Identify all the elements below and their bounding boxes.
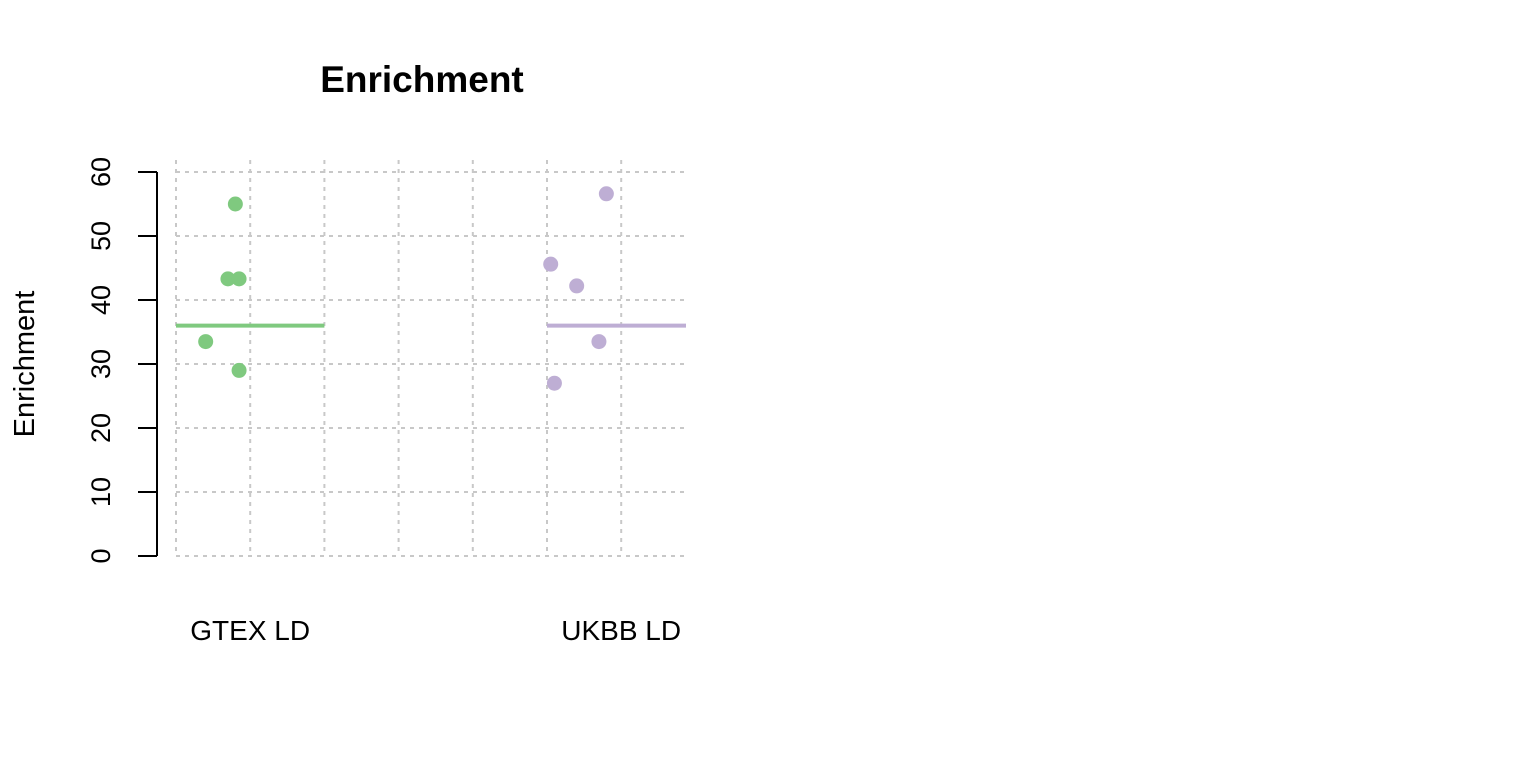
y-axis-label: Enrichment xyxy=(9,291,41,438)
y-tick-label: 40 xyxy=(86,285,116,315)
data-point xyxy=(227,196,243,212)
x-category-label: UKBB LD xyxy=(561,615,681,646)
data-point xyxy=(231,362,247,378)
data-point xyxy=(569,278,585,294)
data-point xyxy=(231,271,247,287)
y-tick-label: 0 xyxy=(86,548,116,563)
data-point xyxy=(198,334,214,350)
y-tick-label: 50 xyxy=(86,221,116,251)
data-point xyxy=(591,334,607,350)
data-point xyxy=(543,256,559,272)
y-tick-label: 20 xyxy=(86,413,116,443)
y-tick-label: 10 xyxy=(86,477,116,507)
category-labels: GTEX LD UKBB LD xyxy=(190,615,681,646)
y-tick-label: 60 xyxy=(86,157,116,187)
data-point xyxy=(546,375,562,391)
grid-layer xyxy=(175,160,686,557)
data-point xyxy=(220,271,236,287)
data-points xyxy=(198,186,614,391)
y-axis: 0 10 20 30 40 50 60 xyxy=(86,157,158,564)
data-point xyxy=(598,186,614,202)
y-tick-label: 30 xyxy=(86,349,116,379)
x-category-label: GTEX LD xyxy=(190,615,310,646)
chart-title: Enrichment xyxy=(320,59,524,100)
